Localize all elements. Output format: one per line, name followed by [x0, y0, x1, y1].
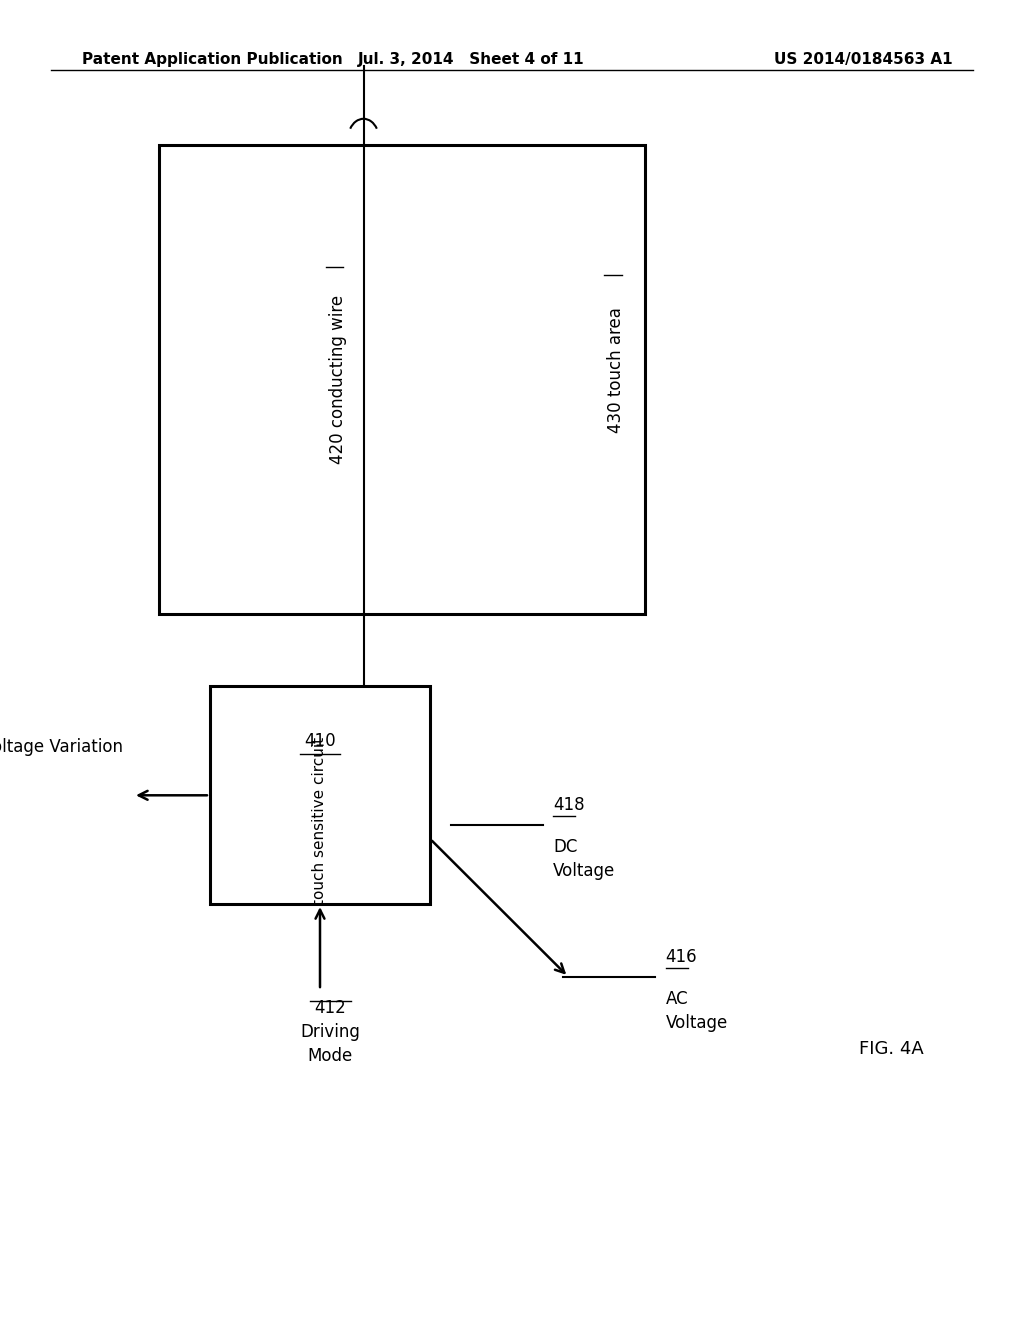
Text: FIG. 4A: FIG. 4A — [858, 1040, 924, 1059]
Text: Jul. 3, 2014   Sheet 4 of 11: Jul. 3, 2014 Sheet 4 of 11 — [357, 51, 585, 67]
Text: Driving: Driving — [300, 1023, 360, 1041]
Bar — [210, 686, 430, 904]
Text: US 2014/0184563 A1: US 2014/0184563 A1 — [774, 51, 952, 67]
Text: DC: DC — [553, 838, 578, 857]
Text: 416: 416 — [666, 948, 697, 966]
Bar — [159, 145, 645, 614]
Text: Voltage: Voltage — [553, 862, 615, 880]
Text: 410: 410 — [304, 731, 336, 750]
Text: 414 Voltage Variation: 414 Voltage Variation — [0, 738, 123, 755]
Text: touch sensitive circuit: touch sensitive circuit — [312, 738, 328, 906]
Text: 418: 418 — [553, 796, 585, 814]
Text: Patent Application Publication: Patent Application Publication — [82, 51, 343, 67]
Text: Mode: Mode — [307, 1047, 353, 1065]
Text: Voltage: Voltage — [666, 1014, 728, 1032]
Text: 420 conducting wire: 420 conducting wire — [329, 294, 347, 465]
Text: 430 touch area: 430 touch area — [607, 308, 626, 433]
Text: AC: AC — [666, 990, 688, 1008]
Text: 412: 412 — [314, 999, 346, 1018]
